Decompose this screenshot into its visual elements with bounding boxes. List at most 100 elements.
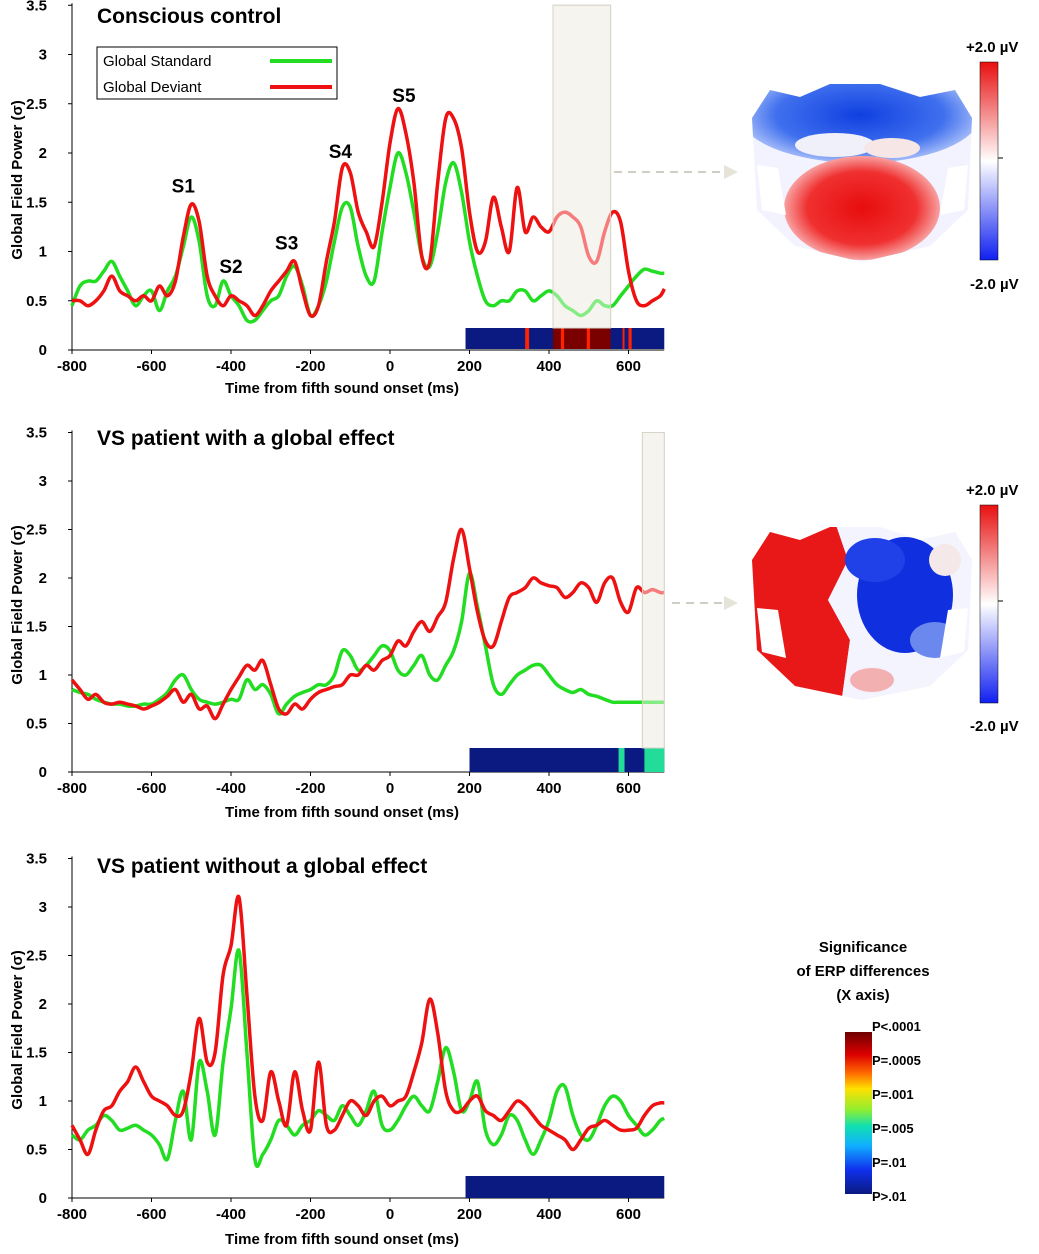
y-axis-label: Global Field Power (σ) — [9, 100, 26, 259]
analysis-window-overlay — [641, 432, 665, 749]
x-tick-label: -400 — [216, 780, 246, 797]
y-tick-label: 3.5 — [26, 851, 47, 868]
x-tick-label: 600 — [616, 1206, 641, 1223]
x-tick-label: 400 — [536, 358, 561, 375]
legend: Global Standard Global Deviant — [96, 46, 338, 100]
y-tick-label: 0 — [39, 764, 47, 781]
series-line-global-standard — [70, 150, 665, 324]
significance-bar — [465, 1176, 665, 1198]
x-tick-label: 600 — [616, 358, 641, 375]
panel-title: VS patient without a global effect — [97, 855, 427, 878]
x-axis-label: Time from fifth sound onset (ms) — [225, 1231, 459, 1248]
sig-label-3: P=.005 — [872, 1121, 914, 1136]
sig-label-1: P=.0005 — [872, 1053, 921, 1068]
y-tick-label: 0.5 — [26, 293, 47, 310]
x-axis-label: Time from fifth sound onset (ms) — [225, 804, 459, 821]
y-tick-label: 3.5 — [26, 425, 47, 442]
legend-label-deviant: Global Deviant — [103, 79, 202, 96]
legend-label-standard: Global Standard — [103, 53, 211, 70]
scalp-map — [752, 84, 972, 262]
topomap: +2.0 µV -2.0 µV — [614, 39, 1019, 293]
annotation-s2: S2 — [219, 257, 242, 278]
sig-label-0: P<.0001 — [872, 1019, 921, 1034]
plot-area: 0 0.5 1 1.5 2 2.5 3 3.5 -800 -600 -400 -200 0 200 400 6… — [26, 0, 666, 375]
x-tick-label: -600 — [136, 780, 166, 797]
y-tick-label: 1.5 — [26, 619, 47, 636]
annotation-s5: S5 — [392, 86, 416, 107]
series-line-global-standard — [71, 571, 665, 716]
sig-label-4: P=.01 — [872, 1155, 906, 1170]
significance-title-line-2: of ERP differences — [796, 963, 929, 980]
y-tick-label: 0.5 — [26, 1142, 47, 1159]
analysis-window — [552, 4, 612, 329]
panel-title: VS patient with a global effect — [97, 427, 395, 450]
y-tick-label: 2.5 — [26, 522, 47, 539]
colorbar — [979, 504, 999, 704]
y-axis-label: Global Field Power (σ) — [9, 950, 26, 1109]
y-tick-label: 3.5 — [26, 0, 47, 14]
significance-segment — [560, 328, 565, 349]
significance-segment — [628, 328, 632, 349]
sig-label-2: P=.001 — [872, 1087, 914, 1102]
y-tick-label: 3 — [39, 473, 47, 490]
x-tick-label: 0 — [386, 1206, 394, 1223]
colorbar-min-label: -2.0 µV — [970, 276, 1019, 293]
y-tick-label: 2 — [39, 145, 47, 162]
x-tick-label: 200 — [457, 358, 482, 375]
y-tick-label: 1 — [39, 667, 47, 684]
panel-title: Conscious control — [97, 5, 281, 28]
series-line-global-deviant — [70, 894, 665, 1157]
y-tick-label: 0 — [39, 342, 47, 359]
x-tick-label: -200 — [295, 358, 325, 375]
colorbar-max-label: +2.0 µV — [966, 39, 1018, 56]
significance-bar — [469, 748, 665, 772]
panel-vs-with-global-effect: 0 0.5 1 1.5 2 2.5 3 3.5 -800 -600 -400 -200 0 200 400 6… — [9, 425, 1019, 822]
y-tick-label: 2.5 — [26, 948, 47, 965]
y-tick-label: 2 — [39, 570, 47, 587]
annotation-s3: S3 — [275, 234, 298, 255]
sig-label-5: P>.01 — [872, 1189, 906, 1204]
x-tick-label: 400 — [536, 780, 561, 797]
y-tick-label: 3 — [39, 899, 47, 916]
plot-area: 0 0.5 1 1.5 2 2.5 3 3.5 -800 -600 -400 -200 0 200 400 6… — [26, 425, 665, 797]
y-axis-label: Global Field Power (σ) — [9, 525, 26, 684]
y-tick-label: 1.5 — [26, 1045, 47, 1062]
arrow-head-icon — [724, 596, 738, 610]
significance-segment — [622, 328, 625, 349]
topomap: +2.0 µV -2.0 µV — [672, 482, 1019, 735]
significance-title-line-1: Significance — [819, 939, 907, 956]
x-tick-label: -600 — [136, 1206, 166, 1223]
x-tick-label: 200 — [457, 780, 482, 797]
y-tick-label: 1 — [39, 244, 47, 261]
annotation-s1: S1 — [172, 176, 196, 197]
significance-segment — [644, 748, 665, 772]
y-tick-label: 1.5 — [26, 194, 47, 211]
x-tick-label: -200 — [295, 1206, 325, 1223]
colorbar — [979, 61, 999, 261]
x-axis-label: Time from fifth sound onset (ms) — [225, 380, 459, 397]
x-tick-label: 400 — [536, 1206, 561, 1223]
arrow-head-icon — [724, 165, 738, 179]
x-tick-label: 200 — [457, 1206, 482, 1223]
significance-legend: Significance of ERP differences (X axis)… — [796, 939, 929, 1204]
y-tick-label: 3 — [39, 47, 47, 64]
y-tick-label: 2 — [39, 996, 47, 1013]
x-tick-label: -600 — [136, 358, 166, 375]
series-line-global-deviant — [71, 106, 666, 319]
x-tick-label: -800 — [57, 780, 87, 797]
panel-vs-without-global-effect: 0 0.5 1 1.5 2 2.5 3 3.5 -800 -600 -400 -200 0 200 400 6… — [9, 851, 665, 1248]
x-tick-label: -400 — [216, 1206, 246, 1223]
y-tick-label: 0 — [39, 1190, 47, 1207]
x-tick-label: -800 — [57, 358, 87, 375]
colorbar-min-label: -2.0 µV — [970, 718, 1019, 735]
x-tick-label: -800 — [57, 1206, 87, 1223]
significance-colorbar — [845, 1032, 872, 1194]
y-tick-label: 1 — [39, 1093, 47, 1110]
y-tick-label: 2.5 — [26, 96, 47, 113]
x-tick-label: -200 — [295, 780, 325, 797]
colorbar-max-label: +2.0 µV — [966, 482, 1018, 499]
scalp-map — [752, 527, 972, 700]
x-tick-label: 600 — [616, 780, 641, 797]
x-tick-label: 0 — [386, 780, 394, 797]
